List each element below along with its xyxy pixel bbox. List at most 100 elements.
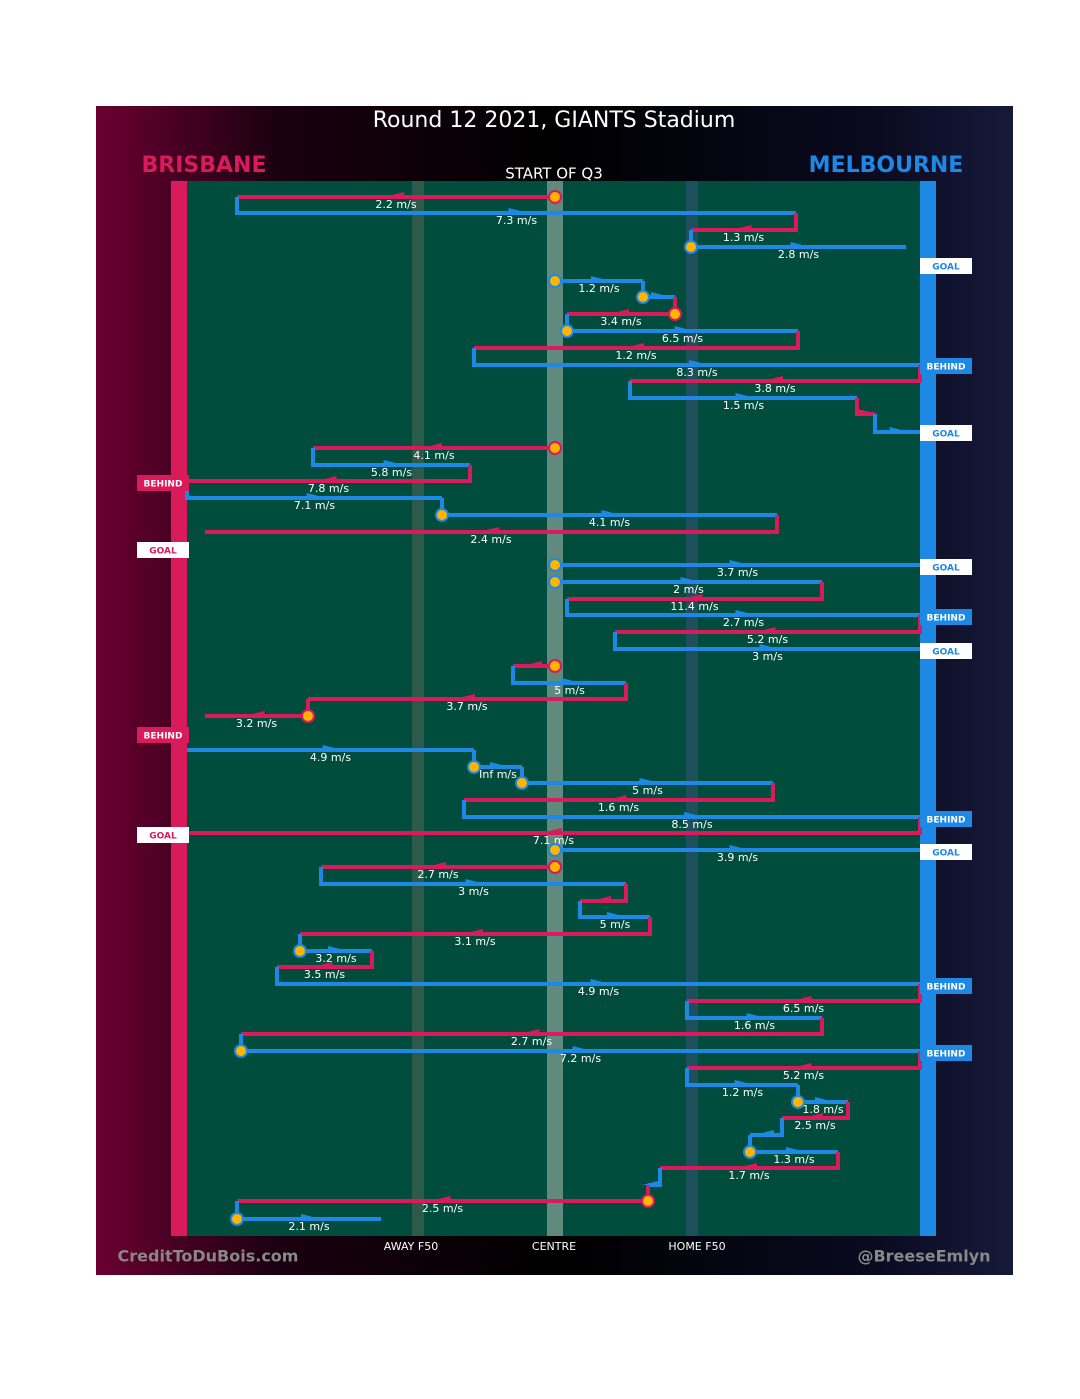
speed-label: 6.5 m/s [662,332,703,345]
speed-label: 4.1 m/s [589,516,630,529]
direction-arrow [889,427,910,432]
speed-label: 2.7 m/s [417,868,458,881]
chains: 2.2 m/s 7.3 m/s 1.3 m/s 2.8 m/s 1.2 m/s 3.4 m… [137,190,972,1233]
direction-arrow [815,1097,835,1102]
possession-start [641,1194,655,1208]
possession-start [791,1095,805,1109]
possession-start [548,659,562,673]
speed-label: 2.5 m/s [794,1119,835,1132]
possession-start [548,860,562,874]
possession-start [668,307,682,321]
direction-arrow [759,644,780,649]
speed-label: 5.2 m/s [783,1069,824,1082]
possession-start [467,760,481,774]
direction-arrow [737,1163,757,1168]
direction-arrow [803,1113,823,1118]
speed-label: 5 m/s [600,918,631,931]
outcome-box [920,358,972,374]
direction-arrow [754,1130,774,1135]
direction-arrow [479,527,499,532]
direction-arrow [591,276,611,281]
outcome-label: BEHIND [927,363,966,373]
direction-arrow [541,828,562,833]
outcome-label: GOAL [932,564,960,574]
outcome-label: BEHIND [927,816,966,826]
possession-start [560,324,574,338]
outcome-label: BEHIND [144,732,183,742]
direction-arrow [430,1196,451,1201]
possession-start [548,441,562,455]
direction-arrow [731,225,752,230]
speed-label: 3.5 m/s [304,968,345,981]
direction-arrow [729,845,750,850]
direction-arrow [591,896,611,901]
speed-label: 4.1 m/s [413,449,454,462]
speed-label: 2 m/s [673,583,704,596]
outcome-label: BEHIND [927,983,966,993]
chain-segment [205,515,779,534]
direction-arrow [422,443,442,448]
possession-start [636,290,650,304]
direction-arrow [561,678,582,683]
centre-label: CENTRE [532,1240,576,1253]
home-label: HOME F50 [668,1240,725,1253]
speed-label: 1.6 m/s [598,801,639,814]
direction-arrow [746,1013,767,1018]
direction-arrow [755,627,776,632]
speed-label: 7.2 m/s [560,1052,601,1065]
direction-arrow [791,996,812,1001]
direction-arrow [734,1080,755,1085]
speed-label: 5.2 m/s [747,633,788,646]
home-f50-line [686,181,698,1236]
direction-arrow [322,745,343,750]
possession-start [684,240,698,254]
speed-label: 7.1 m/s [294,499,335,512]
chain-segment [319,867,626,886]
outcome-box [137,542,189,558]
centre-line [547,181,563,1236]
speed-label: 3.1 m/s [454,935,495,948]
outcome-box [920,811,972,827]
direction-arrow [519,1029,540,1034]
chain-segment [300,917,652,936]
possession-start [548,575,562,589]
speed-label: 1.2 m/s [578,282,619,295]
chain-segment [628,381,857,400]
direction-arrow [465,879,486,884]
speed-label: 7.1 m/s [533,834,574,847]
direction-arrow [735,610,756,615]
speed-label: 1.2 m/s [722,1086,763,1099]
direction-arrow [735,393,756,398]
speed-label: 5 m/s [632,784,663,797]
speed-label: 3 m/s [752,650,783,663]
chain-segment [241,1018,824,1036]
direction-arrow [455,694,475,699]
speed-label: 3.7 m/s [717,566,758,579]
direction-arrow [426,862,446,867]
possession-start [743,1145,757,1159]
direction-arrow [624,343,644,348]
outcome-box [920,609,972,625]
outcome-box [920,1045,972,1061]
outcome-box [920,425,972,441]
title: Round 12 2021, GIANTS Stadium [373,108,736,133]
direction-arrow [786,1147,806,1152]
speed-label: 1.6 m/s [734,1019,775,1032]
speed-label: 3.9 m/s [717,851,758,864]
speed-label: 8.5 m/s [671,818,712,831]
possession-start [548,843,562,857]
chain-segment [565,599,920,617]
direction-arrow [301,1214,321,1219]
direction-arrow [674,326,695,331]
direction-arrow [858,409,878,414]
chain-segment [474,331,800,350]
outcome-box [137,827,189,843]
possession-start [548,558,562,572]
outcome-label: BEHIND [927,614,966,624]
direction-arrow [383,460,404,465]
outcome-label: GOAL [932,648,960,658]
speed-label: 1.3 m/s [773,1153,814,1166]
possession-start [548,274,562,288]
outcome-label: GOAL [149,547,177,557]
